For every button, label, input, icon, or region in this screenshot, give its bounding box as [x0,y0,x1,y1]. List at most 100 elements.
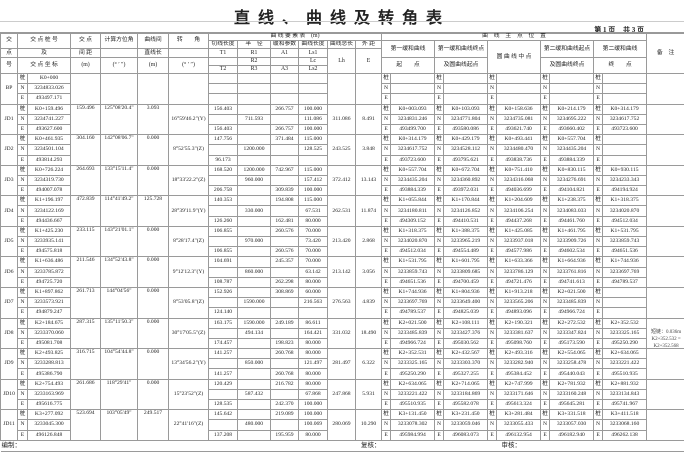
total-curve-length [327,73,357,105]
point-row-label: N [593,235,604,248]
main-point-4-n: 3233909.726 [549,235,595,248]
external-distance: 4.839 [355,286,383,319]
point-row-label: E [487,154,498,166]
main-point-2-n: 3233649.400 [443,297,489,309]
header-angle-unit: (° ′ ″) [168,57,210,74]
jd-e: 494879.247 [26,307,72,319]
radius-R2: 1590.000 [237,297,272,309]
jd-n: 3234319.730 [26,174,72,187]
jd-straight-length: 0.000 [137,256,170,288]
main-point-3-e: 494036.699 [496,185,542,197]
radius-R2: 850.000 [237,358,272,370]
main-point-5-e: 496262.138 [602,429,648,441]
jd-id: JD10 [0,378,18,411]
jd-id: JD7 [0,286,18,319]
point-row-label: 桩 [487,134,498,146]
jd-deflection-angle: 8°52'55.3"(Z) [168,134,210,166]
main-point-2-e: 495582.078 [443,398,489,411]
main-point-3-e: 494577.986 [496,246,542,258]
point-row-label: 桩 [540,72,551,85]
main-point-3-stake: K1+633.366 [496,256,542,268]
point-row-label: 桩 [540,103,551,115]
main-point-5-e [602,93,648,105]
tangent-T1: 156.403 [208,103,239,115]
point-row-label: E [540,398,551,411]
blank-cell [270,419,300,431]
table-row: BP 桩 K0+000 桩桩桩桩桩 [0,72,684,105]
main-point-1-stake: K2+021.500 [390,317,436,329]
point-row-label: 桩 [540,378,551,390]
compiled-by-label: 编制： [0,439,209,452]
remark-cell: 短链：0.036m K2+352.532 = K2+352.568 [646,317,684,350]
param-A3: 309.839 [270,185,300,197]
row-label: 桩 [17,256,28,268]
point-row-label: N [540,419,551,431]
total-curve-length: 372.412 [327,164,357,197]
row-label: N [17,174,28,187]
main-point-3-n: 3233282.940 [496,358,542,370]
main-point-1-stake: K1+055.844 [390,195,436,207]
point-row-label: N [434,358,445,370]
param-A3 [270,154,300,166]
point-row-label: 桩 [434,195,445,207]
main-point-1-n: 3234180.811 [390,205,436,217]
main-point-2-n [443,83,489,95]
point-row-label: E [593,276,604,288]
external-distance: 6.322 [355,348,383,380]
blank-cell [270,235,300,248]
row-label: 桩 [17,409,28,421]
remark-cell [646,409,684,441]
jd-azimuth: 118°29'41" [100,378,139,411]
radius-R2: 587.432 [237,388,272,401]
main-point-5-n [602,83,648,95]
main-point-4-stake: K0+214.179 [549,103,595,115]
table-row: N 3234319.730 960.000 157.412 N 3234435.204 N 3… [1,174,684,187]
total-curve-length: 276.563 [327,286,357,319]
curve-length-Ls2: 100.000 [298,185,329,197]
radius-R1: 1200.000 [237,164,272,176]
main-point-2-e: 494554.489 [443,246,489,258]
radius-R3 [237,123,272,136]
curve-length-Lc: 157.412 [298,174,329,187]
main-point-4-n: 3234435.204 [549,144,595,156]
jd-straight-length [137,73,170,105]
point-row-label: N [487,327,498,339]
main-point-2-e: 494700.459 [443,276,489,288]
main-point-1-stake: K3+131.450 [390,409,436,421]
curve-length-Ls1: 86.611 [298,317,329,329]
curve-length-Ls2: 80.000 [298,337,329,350]
point-row-label: E [593,215,604,227]
main-point-2-e: 495030.562 [443,337,489,350]
main-point-3-stake: K2+190.321 [496,317,542,329]
total-curve-length: 213.420 [327,225,357,258]
jd-azimuth: 114°41'49.2" [100,195,139,227]
main-point-2-stake: K1+601.795 [443,256,489,268]
point-row-label: E [540,215,551,227]
header-p1-sub: 起 点 [381,57,436,74]
blank-cell [208,266,239,278]
point-row-label: 桩 [593,72,604,85]
main-point-3-n: 3233171.646 [496,388,542,401]
table-row: JD7 桩 K1+897.862 261.713 144°04'56" 0.000 8°53… [0,286,684,319]
point-row-label: N [381,297,392,309]
header-dist-mid: 间 距 [70,48,102,58]
radius-R2: 494.134 [237,327,272,339]
point-row-label: E [487,368,498,380]
remark-cell [646,164,684,197]
jd-stake: K0+000 [26,72,72,85]
point-row-label: 桩 [540,225,551,238]
jd-stake: K3+277.092 [26,409,72,421]
jd-distance: 472.839 [70,195,102,227]
main-point-3-e: 495613.324 [496,398,542,411]
point-row-label: N [434,266,445,278]
main-point-1-n: 3233221.422 [390,388,436,401]
tangent-T2: 174.457 [208,337,239,350]
header-blank [270,57,300,66]
main-point-3-e: 494721.476 [496,276,542,288]
radius-R1 [237,225,272,238]
jd-n: 3234501.104 [26,144,72,156]
main-point-1-n: 3233485.839 [390,327,436,339]
main-point-3-stake: K1+425.085 [496,225,542,238]
header-blank [168,48,210,58]
point-row-label: 桩 [487,317,498,329]
